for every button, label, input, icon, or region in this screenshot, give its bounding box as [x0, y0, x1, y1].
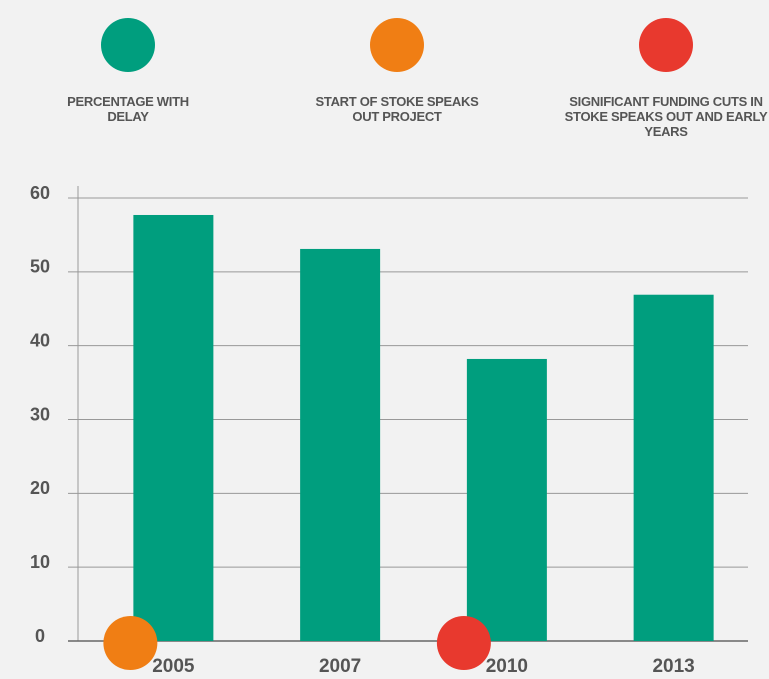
x-tick-label: 2010: [486, 656, 528, 677]
legend-swatch: [101, 18, 155, 72]
event-marker: [436, 616, 491, 670]
legend-label: PERCENTAGE WITH DELAY: [67, 94, 189, 124]
bar: [466, 358, 547, 641]
y-tick-label: 60: [30, 183, 50, 203]
y-tick-label: 0: [35, 626, 45, 646]
x-tick-label: 2005: [152, 656, 195, 677]
legend-label: SIGNIFICANT FUNDING CUTS IN STOKE SPEAKS…: [564, 94, 768, 139]
legend-label: START OF STOKE SPEAKS OUT PROJECT: [315, 94, 479, 124]
y-tick-label: 20: [30, 478, 50, 498]
y-tick-label: 30: [30, 404, 50, 424]
bar: [300, 248, 381, 641]
legend-swatch: [370, 18, 424, 72]
x-tick-label: 2013: [652, 656, 694, 677]
event-marker: [103, 616, 158, 670]
legend-swatch: [639, 18, 693, 72]
bar: [133, 214, 214, 641]
y-tick-label: 50: [30, 257, 50, 277]
y-tick-label: 10: [30, 552, 50, 572]
x-tick-label: 2007: [319, 656, 361, 677]
bar: [633, 294, 714, 641]
y-tick-label: 40: [30, 330, 50, 350]
